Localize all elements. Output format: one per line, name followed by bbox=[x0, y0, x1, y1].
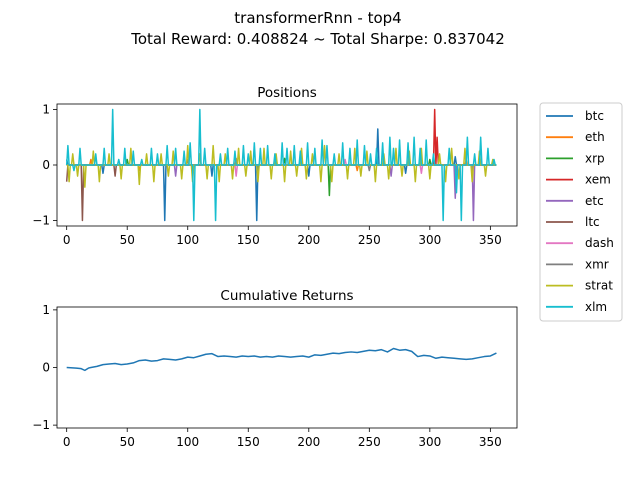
legend-label-etc: etc bbox=[585, 194, 604, 208]
positions-ytick-label: 1 bbox=[42, 103, 50, 117]
returns-xtick-label: 0 bbox=[63, 435, 71, 449]
returns-xtick-label: 250 bbox=[358, 435, 381, 449]
figure-title-line1: transformerRnn - top4 bbox=[234, 9, 401, 27]
legend-label-xlm: xlm bbox=[585, 300, 607, 314]
returns-xtick-label: 300 bbox=[418, 435, 441, 449]
positions-xtick-label: 200 bbox=[297, 233, 320, 247]
positions-xtick-label: 50 bbox=[120, 233, 135, 247]
positions-xtick-label: 250 bbox=[358, 233, 381, 247]
positions-ytick-label: −1 bbox=[32, 213, 50, 227]
cumulative-returns-line bbox=[66, 347, 497, 372]
returns-xtick-label: 150 bbox=[237, 435, 260, 449]
cumulative-returns-axes: Cumulative Returns 0 50 100 150 200 250 300 350 −… bbox=[32, 288, 518, 449]
positions-frame bbox=[56, 103, 518, 227]
legend-label-btc: btc bbox=[585, 109, 604, 123]
positions-xtick-label: 100 bbox=[176, 233, 199, 247]
positions-lines bbox=[65, 108, 497, 222]
returns-title: Cumulative Returns bbox=[220, 288, 353, 304]
legend-label-strat: strat bbox=[585, 279, 613, 293]
positions-xtick-label: 150 bbox=[237, 233, 260, 247]
legend-label-ltc: ltc bbox=[585, 215, 600, 229]
returns-ytick-label: 1 bbox=[42, 303, 50, 317]
returns-xtick-label: 100 bbox=[176, 435, 199, 449]
positions-xtick-label: 0 bbox=[63, 233, 71, 247]
series-line-ltc bbox=[65, 164, 497, 222]
returns-xtick-label: 200 bbox=[297, 435, 320, 449]
positions-axes: Positions 0 50 100 150 200 250 300 350 −1 0 1 bbox=[32, 85, 518, 247]
legend-label-dash: dash bbox=[585, 236, 614, 250]
positions-title: Positions bbox=[257, 85, 317, 101]
positions-xtick-label: 350 bbox=[479, 233, 502, 247]
legend: btc eth xrp xem etc ltc dash xmr strat xlm bbox=[539, 102, 623, 322]
legend-label-xem: xem bbox=[585, 173, 611, 187]
positions-xtick-label: 300 bbox=[418, 233, 441, 247]
figure-title-line2: Total Reward: 0.408824 ~ Total Sharpe: 0… bbox=[130, 30, 505, 48]
returns-xtick-label: 50 bbox=[120, 435, 135, 449]
legend-label-xmr: xmr bbox=[585, 257, 609, 271]
returns-frame bbox=[56, 306, 518, 429]
returns-ytick-label: 0 bbox=[42, 361, 50, 375]
positions-ytick-label: 0 bbox=[42, 158, 50, 172]
returns-ytick-label: −1 bbox=[32, 418, 50, 432]
series-line-etc bbox=[66, 164, 497, 222]
series-line-xlm bbox=[65, 108, 497, 222]
returns-xtick-label: 350 bbox=[479, 435, 502, 449]
legend-label-xrp: xrp bbox=[585, 151, 605, 165]
legend-label-eth: eth bbox=[585, 130, 605, 144]
